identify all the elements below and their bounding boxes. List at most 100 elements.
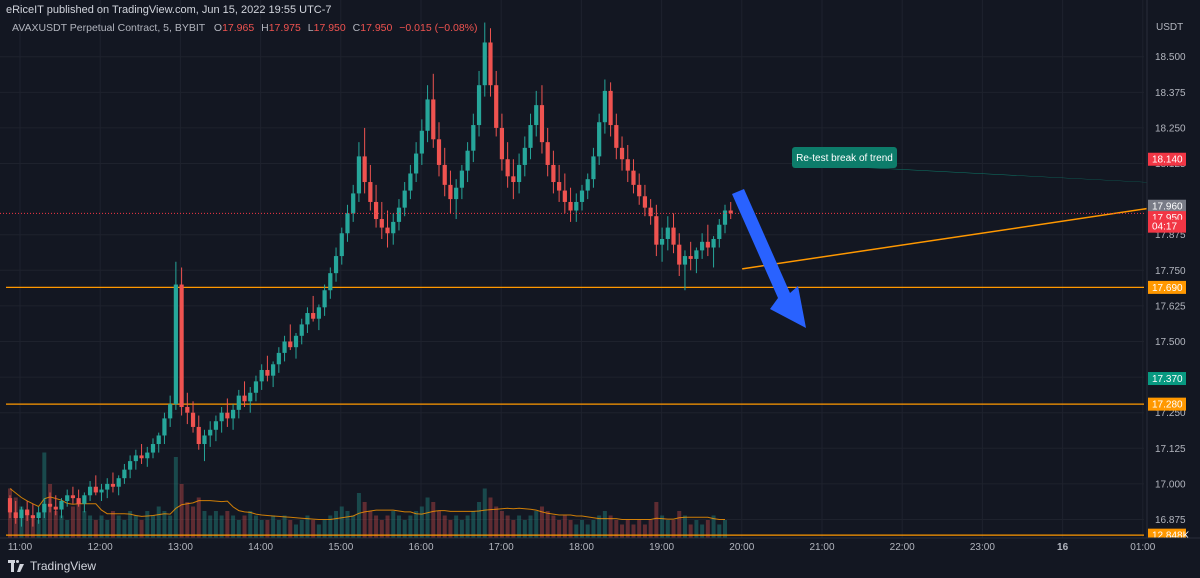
volume-bar [379, 520, 384, 538]
volume-bar [145, 511, 150, 538]
time-tick-label: 17:00 [489, 542, 514, 553]
volume-bar [499, 511, 504, 538]
volume-bar [539, 506, 544, 538]
price-tick-label: 18.500 [1155, 52, 1186, 63]
candle-body [190, 412, 196, 427]
candle-body [196, 426, 201, 445]
candle-body [311, 313, 316, 319]
candle-body [442, 164, 447, 185]
volume-bar [253, 515, 258, 538]
symbol-name[interactable]: AVAXUSDT Perpetual Contract, 5, BYBIT [12, 22, 205, 34]
volume-bar [642, 524, 647, 538]
candle-body [322, 290, 327, 308]
candle-body [419, 130, 424, 154]
volume-bar [191, 506, 196, 538]
volume-bar [665, 520, 670, 538]
volume-bar [271, 515, 276, 538]
candle-body [213, 421, 219, 430]
volume-bar [156, 506, 161, 538]
volume-bar [248, 511, 253, 538]
volume-bar [328, 515, 333, 538]
candle-body [642, 196, 648, 208]
volume-bar [688, 524, 693, 538]
volume-bar [219, 515, 224, 538]
volume-bar [162, 511, 167, 538]
candle-body [591, 156, 596, 180]
volume-bar [488, 497, 493, 538]
time-tick-label: 11:00 [8, 542, 33, 553]
volume-bar [70, 506, 75, 538]
volume-bar [591, 520, 596, 538]
candle-body [373, 201, 379, 220]
candle-body [454, 187, 459, 200]
candle-body [465, 150, 470, 171]
volume-bar [88, 515, 93, 538]
candle-body [116, 478, 121, 487]
price-tag-label: 17.960 [1152, 202, 1183, 213]
volume-bar [351, 515, 356, 538]
candle-body [545, 142, 550, 165]
candle-body [299, 324, 304, 336]
candle-body [414, 153, 419, 174]
volume-bar [631, 524, 636, 538]
volume-bar [671, 520, 676, 538]
time-tick-label: 19:00 [649, 542, 674, 553]
volume-bar [122, 520, 127, 538]
candle-body [528, 125, 533, 148]
candle-body [105, 483, 110, 490]
volume-bar [562, 515, 567, 538]
candle-body [408, 173, 413, 191]
candle-body [671, 227, 676, 245]
annotation-box [792, 147, 897, 168]
candle-body [362, 156, 367, 183]
volume-bar [128, 511, 133, 538]
candle-body [53, 506, 58, 510]
candle-body [87, 486, 93, 496]
candle-body [619, 147, 625, 160]
volume-bar [110, 511, 115, 538]
time-tick-label: 22:00 [890, 542, 915, 553]
volume-bar [59, 515, 64, 538]
volume-bar [660, 515, 665, 538]
price-tag [1148, 280, 1186, 294]
volume-bar [282, 515, 287, 538]
price-tag [1148, 397, 1186, 411]
candle-body [305, 313, 310, 325]
price-tick-label: 17.625 [1155, 301, 1186, 312]
price-tick-label: 17.500 [1155, 337, 1186, 348]
candle-body [242, 395, 247, 402]
candle-body [631, 170, 636, 185]
volume-bar [494, 506, 499, 538]
candle-body [173, 284, 178, 405]
tradingview-logo[interactable]: TradingView [8, 559, 96, 573]
candle-body [25, 509, 30, 516]
candle-body [99, 489, 104, 493]
volume-bar [597, 515, 602, 538]
candle-body [425, 99, 430, 131]
price-tag [1148, 199, 1186, 213]
volume-bar [116, 515, 121, 538]
candle-body [677, 244, 682, 265]
candle-body [219, 412, 224, 422]
volume-bar [196, 497, 201, 538]
volume-bar [557, 520, 562, 538]
candle-body [717, 224, 722, 239]
candle-body [728, 210, 733, 214]
volume-bar [339, 506, 344, 538]
price-tag [1148, 219, 1186, 233]
candle-body [608, 90, 613, 126]
annotation-pointer [792, 164, 1200, 186]
volume-bar [414, 511, 419, 538]
volume-bar [477, 502, 482, 538]
volume-ma-line [9, 488, 725, 520]
candle-body [47, 503, 53, 507]
candle-body [682, 256, 688, 265]
volume-bar [437, 511, 441, 538]
candle-body [459, 170, 464, 188]
volume-bar [311, 520, 316, 538]
candle-body [516, 164, 522, 183]
price-tag-label: 18.140 [1152, 155, 1183, 166]
candle-body [614, 125, 619, 148]
candle-body [30, 515, 35, 519]
